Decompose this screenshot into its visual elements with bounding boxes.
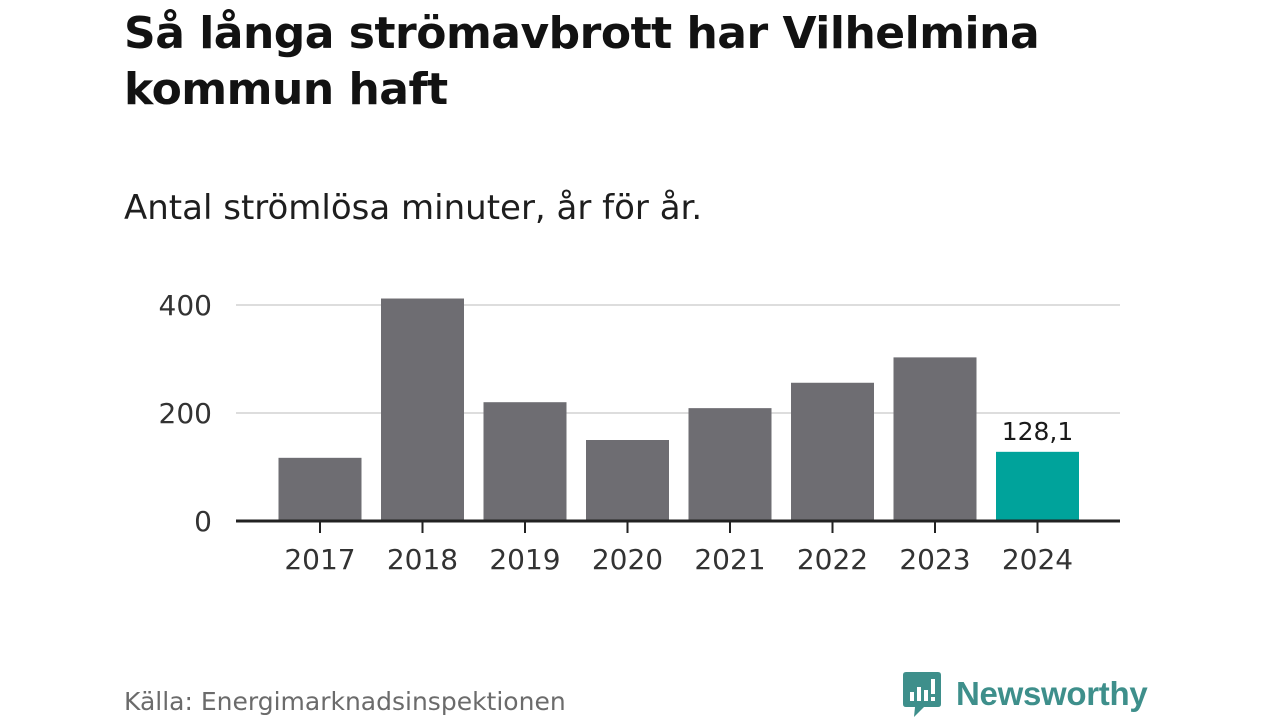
y-tick-label-400: 400 bbox=[159, 289, 212, 322]
y-tick-label-200: 200 bbox=[159, 397, 212, 430]
bar-2024 bbox=[996, 451, 1079, 521]
chart-subtitle: Antal strömlösa minuter, år för år. bbox=[124, 188, 703, 228]
brand-logo: Newsworthy bbox=[902, 670, 1148, 718]
bar-2023 bbox=[893, 357, 977, 521]
bar-2020 bbox=[586, 440, 669, 521]
x-tick-label-2017: 2017 bbox=[284, 543, 355, 576]
x-tick-label-2023: 2023 bbox=[899, 543, 970, 576]
x-tick-label-2020: 2020 bbox=[592, 543, 663, 576]
y-tick-label-0: 0 bbox=[194, 505, 212, 538]
chart-title: Så långa strömavbrott har Vilhelmina kom… bbox=[124, 8, 1040, 115]
x-tick-label-2021: 2021 bbox=[694, 543, 765, 576]
bar-2017 bbox=[278, 457, 362, 521]
x-tick-label-2022: 2022 bbox=[797, 543, 868, 576]
bar-2022 bbox=[791, 382, 874, 521]
bar-2018 bbox=[381, 298, 464, 521]
source-note: Källa: Energimarknadsinspektionen bbox=[124, 687, 566, 716]
x-tick-label-2018: 2018 bbox=[387, 543, 458, 576]
brand-name: Newsworthy bbox=[956, 675, 1148, 712]
chat-bar-chart-icon bbox=[903, 672, 941, 717]
x-tick-label-2024: 2024 bbox=[1002, 543, 1073, 576]
x-tick-label-2019: 2019 bbox=[489, 543, 560, 576]
bar-2021 bbox=[688, 408, 772, 521]
bar-2019 bbox=[483, 402, 567, 521]
data-label-2024: 128,1 bbox=[1002, 417, 1074, 446]
